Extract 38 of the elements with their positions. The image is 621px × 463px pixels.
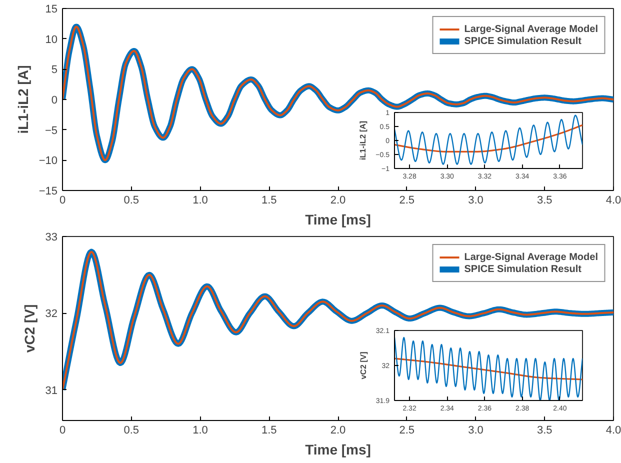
y-tick-label: 33 — [45, 232, 58, 244]
x-tick-label: 2.0 — [330, 194, 346, 206]
x-tick-label: 2.5 — [399, 424, 415, 436]
x-tick-label: 2.5 — [399, 194, 415, 206]
y-tick-label: 5 — [51, 64, 58, 76]
x-tick-label: 3.0 — [468, 424, 484, 436]
x-tick-label: 0.5 — [124, 424, 140, 436]
y-tick-label: 10 — [45, 34, 58, 46]
y-tick-label: 15 — [45, 4, 58, 16]
x-tick-label: 4.0 — [606, 424, 621, 436]
x-tick-label: 0 — [59, 194, 66, 206]
legend-label: Large-Signal Average Model — [464, 23, 598, 35]
x-tick-label: 4.0 — [606, 194, 621, 206]
y-tick-label: 32 — [45, 308, 58, 320]
legend-label: SPICE Simulation Result — [464, 35, 582, 47]
x-axis-title: Time [ms] — [305, 212, 371, 228]
x-axis-title: Time [ms] — [305, 442, 371, 458]
y-axis-title: iL1-iL2 [A] — [358, 120, 368, 160]
x-tick-label: 0.5 — [124, 194, 140, 206]
x-tick-label: 3.5 — [536, 424, 552, 436]
y-axis-title: vC2 [V] — [21, 304, 38, 353]
x-tick-label: 1.5 — [261, 194, 277, 206]
x-tick-label: 3.5 — [536, 194, 552, 206]
x-tick-label: 1.0 — [192, 424, 208, 436]
y-tick-label: −10 — [38, 155, 58, 168]
x-tick-label: 2.0 — [330, 424, 346, 436]
x-tick-label: 0 — [59, 424, 66, 436]
legend-label: Large-Signal Average Model — [464, 251, 598, 263]
x-tick-label: 1.5 — [261, 424, 277, 436]
y-tick-label: −5 — [44, 124, 58, 137]
y-axis-title: iL1-iL2 [A] — [14, 65, 31, 134]
x-tick-label: 3.0 — [468, 194, 484, 206]
y-tick-label: 0 — [51, 94, 58, 106]
x-tick-label: 1.0 — [192, 194, 208, 206]
y-tick-label: −15 — [38, 186, 58, 198]
y-axis-title: vC2 [V] — [358, 351, 368, 380]
y-tick-label: 31 — [45, 384, 58, 397]
legend-label: SPICE Simulation Result — [464, 263, 582, 275]
